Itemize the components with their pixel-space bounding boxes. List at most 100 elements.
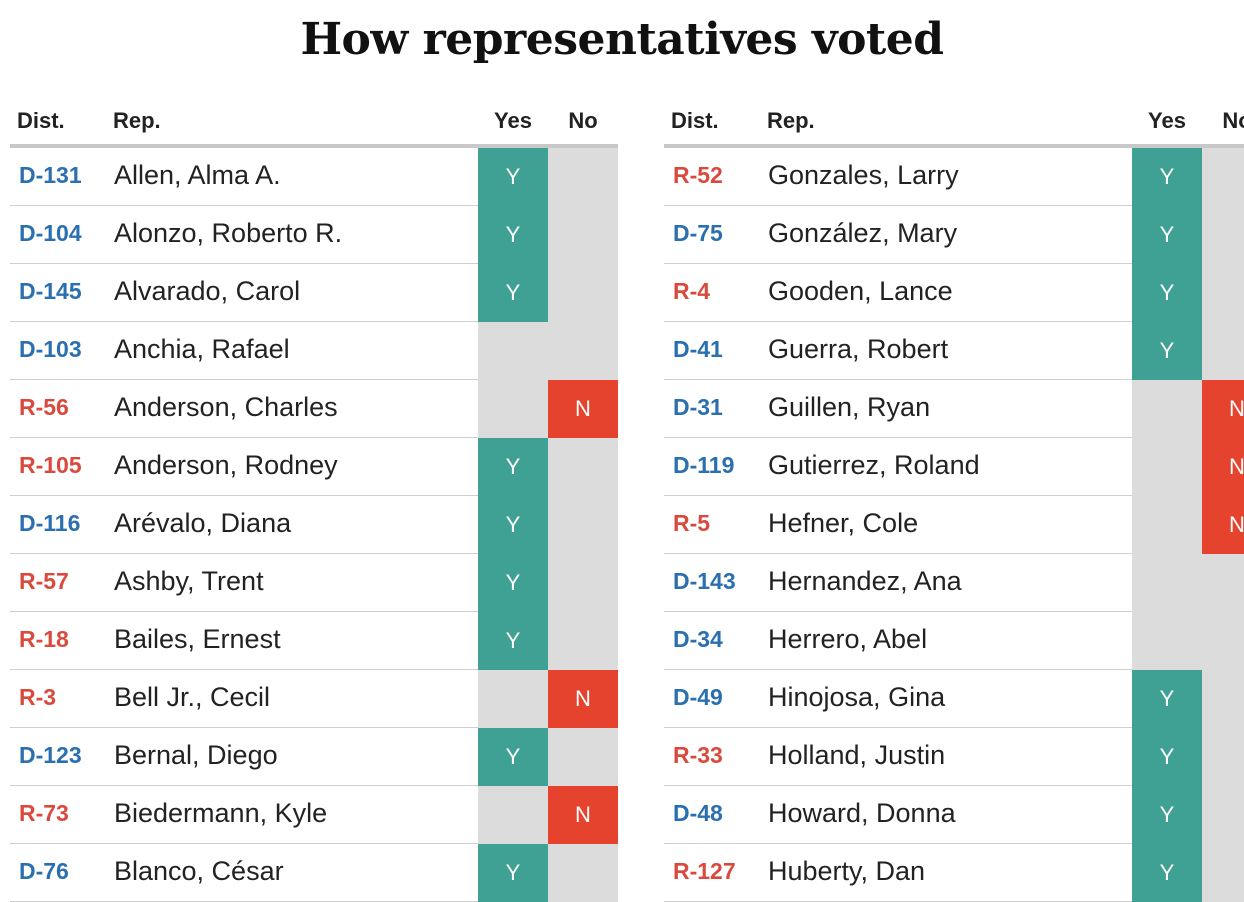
no-vote-cell [548, 728, 618, 786]
yes-vote-cell [1132, 496, 1202, 554]
no-vote-cell [1202, 148, 1244, 206]
no-vote-cell: N [548, 786, 618, 844]
yes-vote-cell: Y [478, 206, 548, 264]
no-vote-cell [548, 264, 618, 322]
yes-vote-cell [478, 786, 548, 844]
header-dist: Dist. [671, 108, 719, 133]
representative-name: Biedermann, Kyle [114, 798, 328, 828]
table-row: R-4 Gooden, Lance Y [664, 264, 1244, 322]
representative-name: Bell Jr., Cecil [114, 682, 271, 712]
table-row: D-31 Guillen, Ryan N [664, 380, 1244, 438]
representative-name: Holland, Justin [768, 740, 946, 770]
header-rep: Rep. [767, 108, 815, 133]
yes-vote-cell: Y [478, 264, 548, 322]
yes-vote-cell: Y [478, 438, 548, 496]
yes-vote-cell: Y [478, 612, 548, 670]
district-label: R-73 [19, 800, 69, 826]
no-vote-cell [1202, 612, 1244, 670]
table-header: Dist. Rep. Yes No [10, 100, 618, 148]
yes-vote-cell [478, 380, 548, 438]
table-row: R-3 Bell Jr., Cecil N [10, 670, 618, 728]
representative-name: Gonzales, Larry [768, 160, 959, 190]
page-title: How representatives voted [300, 14, 944, 65]
table-row: R-56 Anderson, Charles N [10, 380, 618, 438]
no-vote-cell [1202, 786, 1244, 844]
yes-vote-cell: Y [1132, 206, 1202, 264]
table-row: D-131 Allen, Alma A. Y [10, 148, 618, 206]
representative-name: Guillen, Ryan [768, 392, 931, 422]
yes-vote-cell: Y [1132, 786, 1202, 844]
no-vote-cell [1202, 206, 1244, 264]
yes-vote-cell [1132, 554, 1202, 612]
yes-vote-cell: Y [478, 728, 548, 786]
yes-vote-cell: Y [478, 554, 548, 612]
table-row: R-5 Hefner, Cole N [664, 496, 1244, 554]
yes-vote-cell [1132, 380, 1202, 438]
no-vote-cell [548, 496, 618, 554]
no-vote-cell: N [548, 670, 618, 728]
district-label: D-131 [19, 162, 82, 188]
table-row: R-57 Ashby, Trent Y [10, 554, 618, 612]
no-vote-cell: N [548, 380, 618, 438]
district-label: D-49 [673, 684, 723, 710]
table-row: D-103 Anchia, Rafael [10, 322, 618, 380]
district-label: D-41 [673, 336, 723, 362]
no-vote-cell [1202, 264, 1244, 322]
representative-name: Guerra, Robert [768, 334, 949, 364]
representative-name: Arévalo, Diana [114, 508, 292, 538]
vote-table-left: Dist. Rep. Yes No D-131 Allen, Alma A. Y D-… [10, 100, 618, 902]
table-row: D-75 González, Mary Y [664, 206, 1244, 264]
header-dist: Dist. [17, 108, 65, 133]
representative-name: Alvarado, Carol [114, 276, 301, 306]
yes-vote-cell [478, 670, 548, 728]
table-row: D-76 Blanco, César Y [10, 844, 618, 902]
no-vote-cell [548, 438, 618, 496]
representative-name: Bernal, Diego [114, 740, 278, 770]
representative-name: Anderson, Rodney [114, 450, 338, 480]
no-vote-cell [548, 554, 618, 612]
table-row: D-48 Howard, Donna Y [664, 786, 1244, 844]
no-vote-cell [548, 844, 618, 902]
district-label: R-52 [673, 162, 723, 188]
table-row: R-127 Huberty, Dan Y [664, 844, 1244, 902]
header-yes: Yes [1148, 108, 1186, 133]
yes-vote-cell: Y [478, 496, 548, 554]
no-vote-cell: N [1202, 380, 1244, 438]
district-label: D-48 [673, 800, 723, 826]
district-label: R-127 [673, 858, 736, 884]
header-no: No [1222, 108, 1244, 133]
district-label: D-76 [19, 858, 69, 884]
district-label: D-143 [673, 568, 736, 594]
district-label: R-56 [19, 394, 69, 420]
table-row: R-105 Anderson, Rodney Y [10, 438, 618, 496]
no-vote-cell: N [1202, 496, 1244, 554]
yes-vote-cell: Y [1132, 322, 1202, 380]
district-label: D-123 [19, 742, 82, 768]
yes-vote-cell: Y [1132, 844, 1202, 902]
header-yes: Yes [494, 108, 532, 133]
district-label: D-104 [19, 220, 82, 246]
table-header: Dist. Rep. Yes No [664, 100, 1244, 148]
header-no: No [568, 108, 598, 133]
no-vote-cell [548, 612, 618, 670]
representative-name: Gooden, Lance [768, 276, 953, 306]
district-label: D-145 [19, 278, 82, 304]
table-row: D-119 Gutierrez, Roland N [664, 438, 1244, 496]
yes-vote-cell [478, 322, 548, 380]
representative-name: Anchia, Rafael [114, 334, 290, 364]
district-label: D-119 [673, 452, 735, 478]
no-vote-cell [1202, 728, 1244, 786]
table-row: R-52 Gonzales, Larry Y [664, 148, 1244, 206]
table-row: D-123 Bernal, Diego Y [10, 728, 618, 786]
table-row: D-143 Hernandez, Ana [664, 554, 1244, 612]
table-row: D-49 Hinojosa, Gina Y [664, 670, 1244, 728]
district-label: R-33 [673, 742, 723, 768]
representative-name: Bailes, Ernest [114, 624, 281, 654]
district-label: D-31 [673, 394, 723, 420]
yes-vote-cell [1132, 612, 1202, 670]
representative-name: Allen, Alma A. [114, 160, 281, 190]
no-vote-cell [1202, 670, 1244, 728]
representative-name: Howard, Donna [768, 798, 956, 828]
representative-name: Ashby, Trent [114, 566, 264, 596]
